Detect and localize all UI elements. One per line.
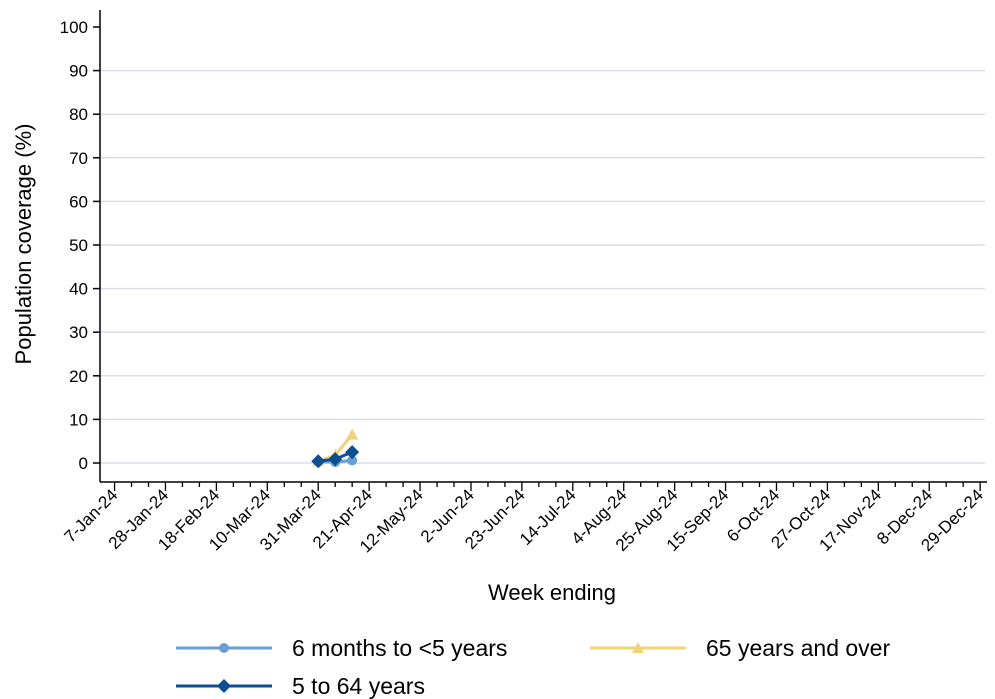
y-tick-label: 50 bbox=[69, 236, 88, 255]
series-3 bbox=[311, 445, 360, 469]
x-axis-ticks: 7-Jan-2428-Jan-2418-Feb-2410-Mar-2431-Ma… bbox=[60, 482, 987, 556]
y-tick-label: 10 bbox=[69, 410, 88, 429]
legend-swatch-marker bbox=[219, 643, 229, 653]
y-tick-label: 20 bbox=[69, 367, 88, 386]
data-point bbox=[311, 454, 326, 469]
legend-item: 6 months to <5 years bbox=[176, 635, 507, 661]
data-point bbox=[347, 455, 358, 466]
series-layer bbox=[311, 428, 360, 469]
legend-label: 65 years and over bbox=[706, 635, 890, 661]
x-tick-label: 14-Jul-24 bbox=[516, 485, 580, 549]
y-tick-label: 40 bbox=[69, 280, 88, 299]
legend-swatch-marker bbox=[632, 642, 644, 653]
data-point bbox=[328, 452, 343, 467]
y-tick-label: 0 bbox=[79, 454, 88, 473]
y-tick-label: 60 bbox=[69, 192, 88, 211]
y-axis-ticks: 0 10 20 30 40 50 60 70 80 90 100 bbox=[60, 18, 100, 473]
legend-label: 5 to 64 years bbox=[292, 673, 425, 699]
y-tick-label: 80 bbox=[69, 105, 88, 124]
y-tick-label: 30 bbox=[69, 323, 88, 342]
y-tick-label: 70 bbox=[69, 149, 88, 168]
y-tick-label: 100 bbox=[60, 18, 88, 37]
data-point bbox=[345, 445, 360, 460]
data-point bbox=[346, 428, 359, 440]
y-axis-title: Population coverage (%) bbox=[11, 124, 36, 365]
y-tick-label: 90 bbox=[69, 62, 88, 81]
legend-swatch-marker bbox=[217, 679, 231, 693]
legend-item: 5 to 64 years bbox=[176, 673, 425, 699]
legend-label: 6 months to <5 years bbox=[292, 635, 507, 661]
gridlines bbox=[100, 69, 985, 464]
legend: 6 months to <5 years 65 years and over 5 t… bbox=[176, 635, 890, 699]
legend-item: 65 years and over bbox=[590, 635, 890, 661]
x-axis-title: Week ending bbox=[488, 580, 616, 605]
